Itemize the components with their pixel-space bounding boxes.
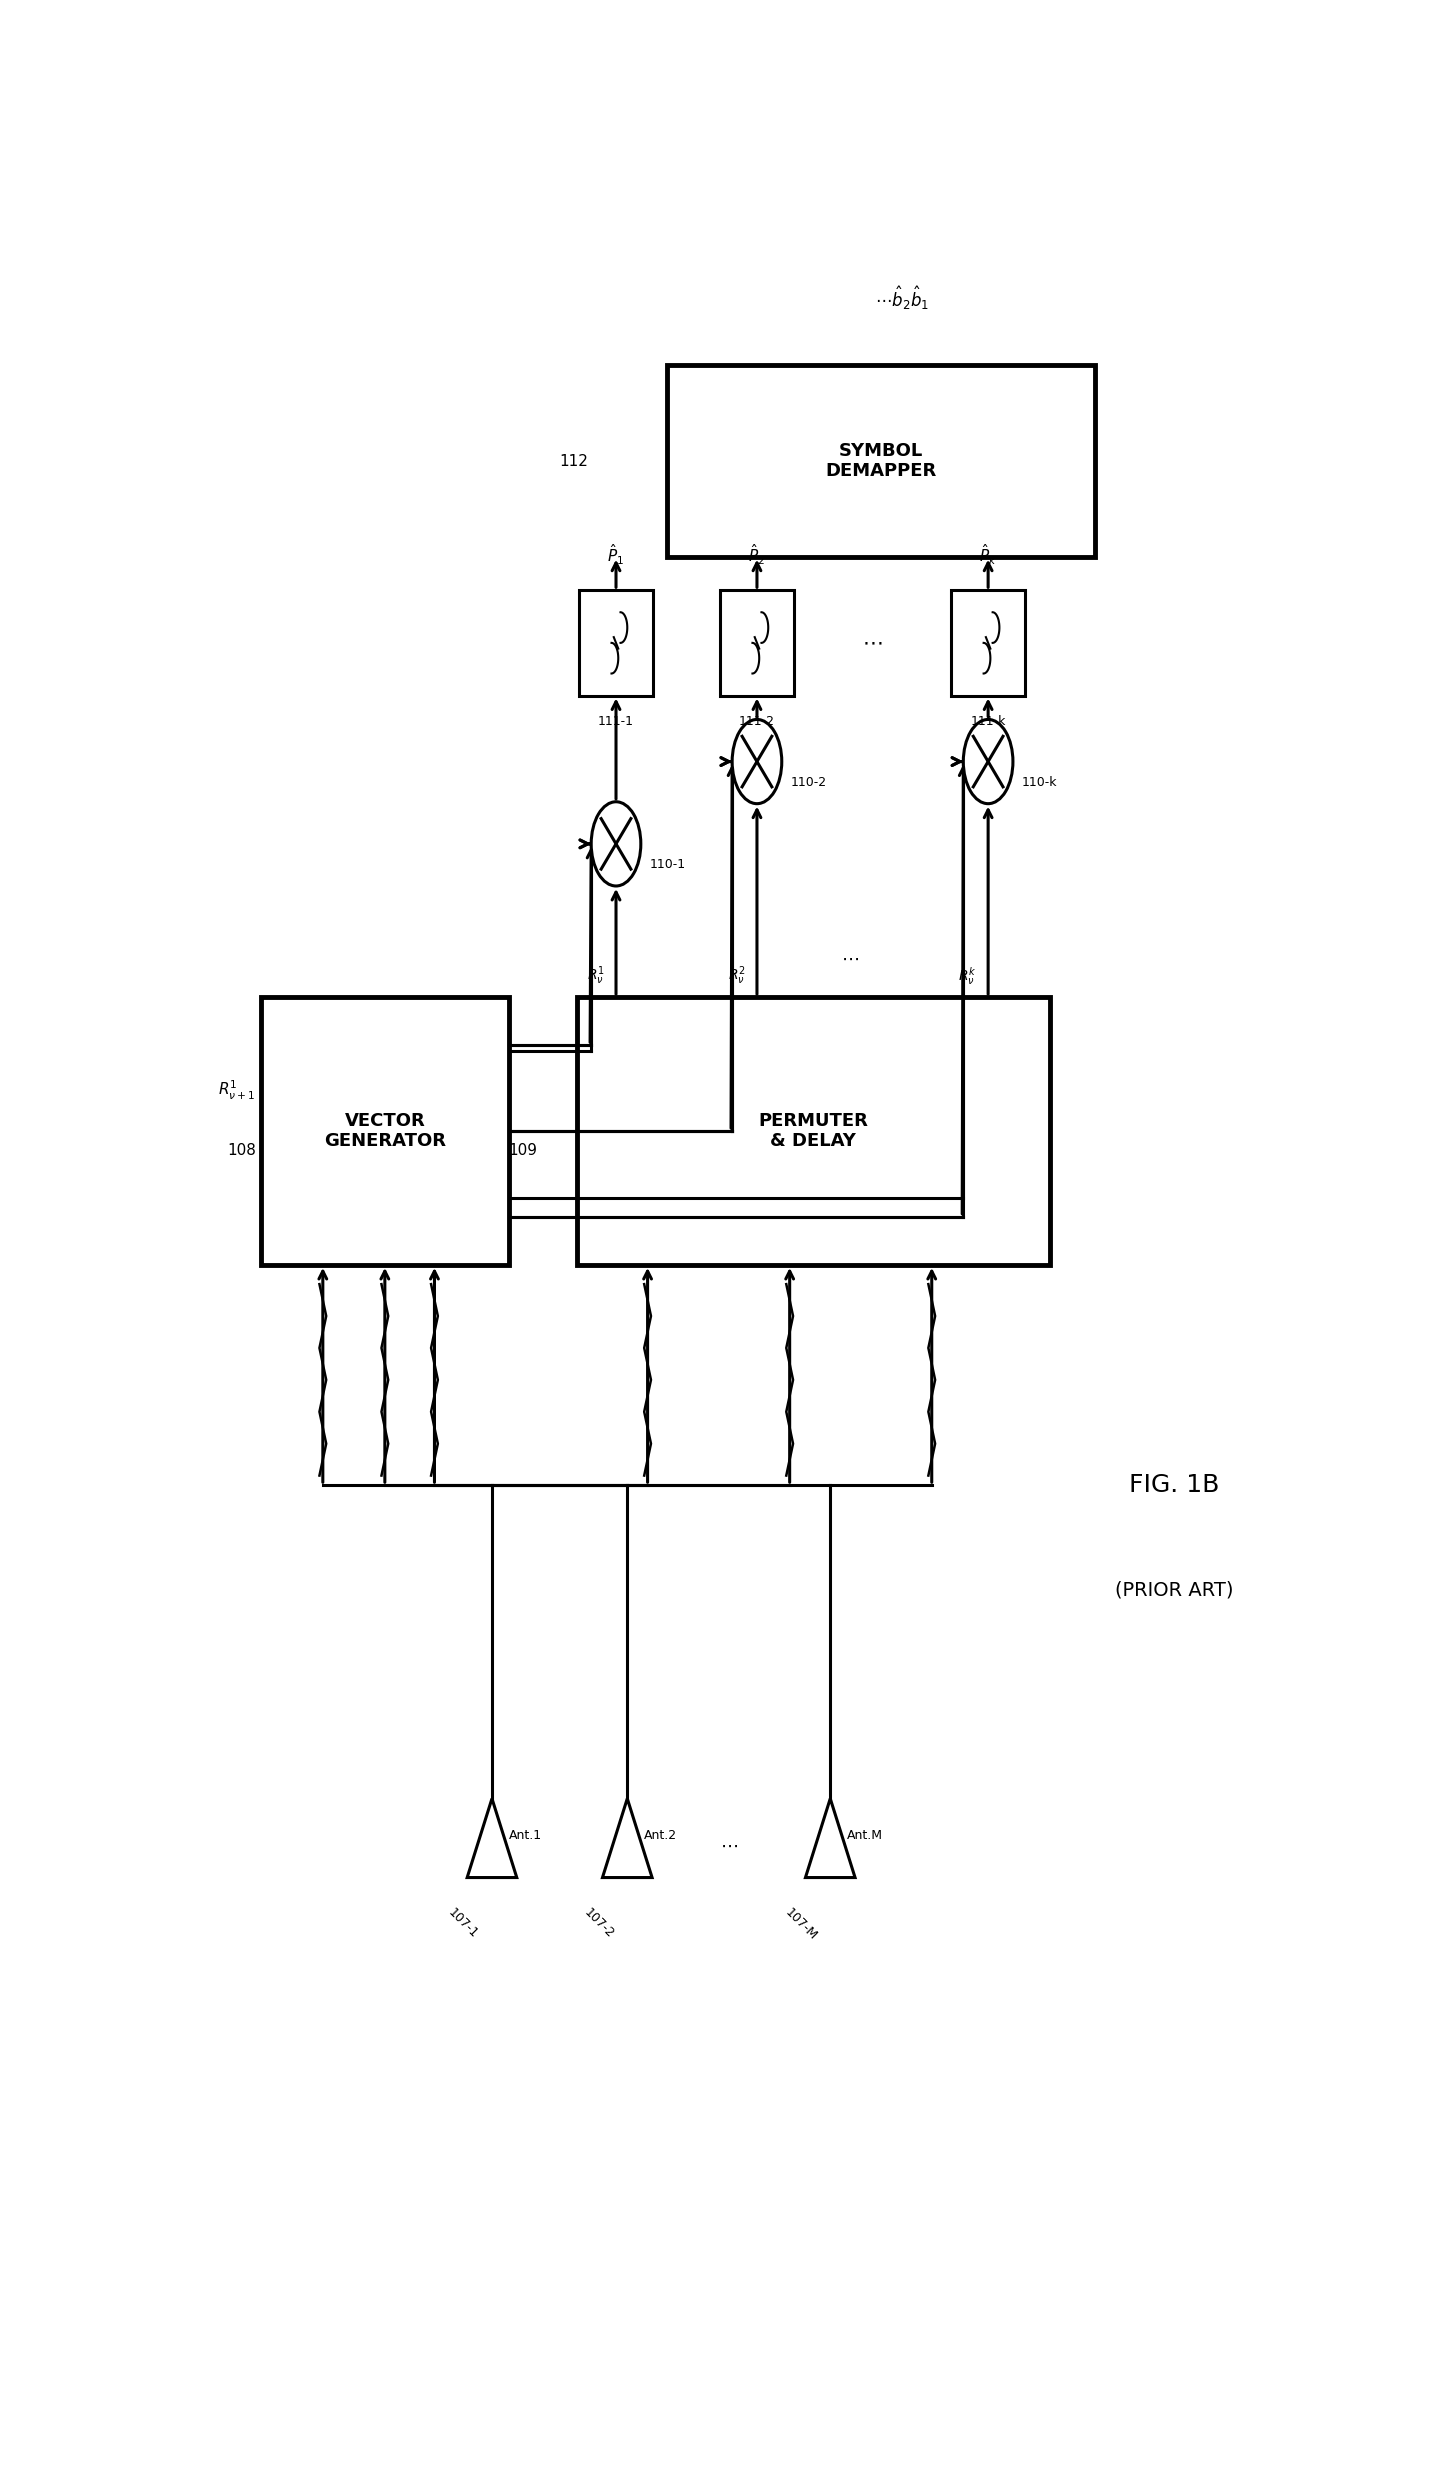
Text: FIG. 1B: FIG. 1B (1129, 1474, 1219, 1497)
Text: (PRIOR ART): (PRIOR ART) (1115, 1581, 1234, 1601)
Bar (260, 997, 509, 1265)
Text: $\hat{P}_2$: $\hat{P}_2$ (748, 542, 765, 567)
Text: 110-2: 110-2 (792, 776, 826, 788)
Text: VECTOR
GENERATOR: VECTOR GENERATOR (324, 1111, 445, 1151)
Text: Ant.M: Ant.M (847, 1830, 883, 1842)
Text: $R^2_\nu$: $R^2_\nu$ (728, 965, 746, 987)
Text: SYMBOL
DEMAPPER: SYMBOL DEMAPPER (825, 443, 937, 480)
Text: $\cdots$: $\cdots$ (720, 1837, 738, 1855)
Text: $\cdots$: $\cdots$ (841, 950, 858, 967)
Bar (579, 589, 653, 696)
Text: Ant.1: Ant.1 (509, 1830, 543, 1842)
Bar (952, 589, 1024, 696)
Bar (576, 997, 1051, 1265)
Circle shape (732, 718, 781, 803)
Text: 109: 109 (508, 1144, 537, 1158)
Text: 108: 108 (227, 1144, 256, 1158)
Text: $R^k_\nu$: $R^k_\nu$ (959, 965, 976, 987)
Text: $\cdots$: $\cdots$ (863, 634, 883, 654)
Circle shape (963, 718, 1013, 803)
Text: 107-2: 107-2 (581, 1907, 615, 1942)
Text: 107-1: 107-1 (445, 1907, 480, 1942)
Circle shape (591, 803, 640, 885)
Text: 111-k: 111-k (970, 713, 1005, 728)
Text: $R^1_\nu$: $R^1_\nu$ (586, 965, 605, 987)
Text: $\hat{P}_k$: $\hat{P}_k$ (979, 542, 997, 567)
Text: 112: 112 (559, 452, 588, 467)
Bar (666, 365, 1096, 557)
Text: $\hat{P}_1$: $\hat{P}_1$ (608, 542, 624, 567)
Text: 110-k: 110-k (1021, 776, 1058, 788)
Text: 111-1: 111-1 (598, 713, 634, 728)
Text: Ant.2: Ant.2 (645, 1830, 678, 1842)
Text: 107-M: 107-M (783, 1907, 819, 1944)
Text: 110-1: 110-1 (650, 858, 685, 873)
Text: $\cdots\hat{b}_2\hat{b}_1$: $\cdots\hat{b}_2\hat{b}_1$ (876, 283, 930, 313)
Text: $R^1_{\nu+1}$: $R^1_{\nu+1}$ (218, 1079, 255, 1101)
Text: 111-2: 111-2 (739, 713, 776, 728)
Bar (720, 589, 793, 696)
Text: PERMUTER
& DELAY: PERMUTER & DELAY (758, 1111, 869, 1151)
